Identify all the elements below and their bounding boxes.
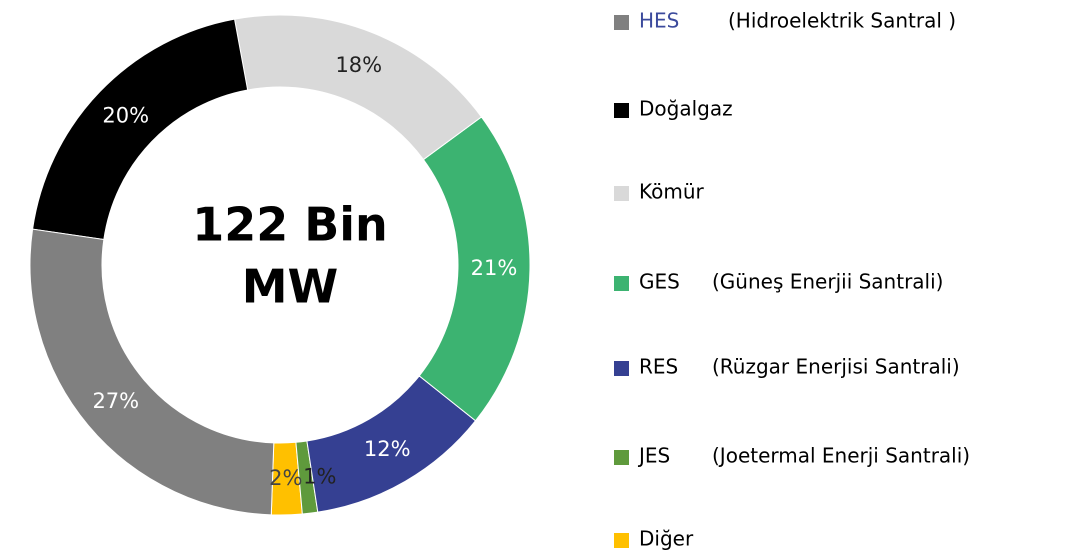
legend-label: JES bbox=[637, 444, 670, 468]
legend-label: GES bbox=[639, 270, 680, 294]
legend-swatch bbox=[614, 450, 629, 465]
data-label: 2% bbox=[269, 466, 302, 490]
legend-label: Diğer bbox=[639, 527, 694, 551]
data-label: 20% bbox=[102, 104, 149, 128]
data-label: 21% bbox=[471, 256, 518, 280]
donut-slice bbox=[418, 116, 531, 422]
legend-label: HES bbox=[639, 9, 679, 33]
legend-description: (Rüzgar Enerjisi Santrali) bbox=[712, 355, 960, 379]
legend-swatch bbox=[614, 15, 629, 30]
legend-description: (Joetermal Enerji Santrali) bbox=[712, 444, 970, 468]
data-label: 18% bbox=[335, 53, 382, 77]
donut-slice bbox=[233, 14, 483, 161]
center-text: MW bbox=[242, 260, 339, 314]
legend-swatch bbox=[614, 533, 629, 548]
donut-slice bbox=[295, 440, 319, 515]
legend-swatch bbox=[614, 276, 629, 291]
legend-label: Kömür bbox=[639, 180, 705, 204]
legend-swatch bbox=[614, 186, 629, 201]
legend-swatch bbox=[614, 361, 629, 376]
legend-description: (Güneş Enerjii Santrali) bbox=[712, 270, 943, 294]
donut-slice bbox=[29, 228, 275, 516]
data-label: 27% bbox=[92, 389, 139, 413]
center-text: 122 Bin bbox=[192, 198, 388, 252]
legend-label: Doğalgaz bbox=[639, 97, 733, 121]
donut-slice bbox=[306, 375, 477, 513]
legend-swatch bbox=[614, 103, 629, 118]
legend-description: (Hidroelektrik Santral ) bbox=[728, 9, 956, 33]
data-label: 12% bbox=[364, 437, 411, 461]
legend-label: RES bbox=[639, 355, 678, 379]
data-label: 1% bbox=[303, 464, 336, 488]
donut-slice bbox=[32, 18, 249, 241]
